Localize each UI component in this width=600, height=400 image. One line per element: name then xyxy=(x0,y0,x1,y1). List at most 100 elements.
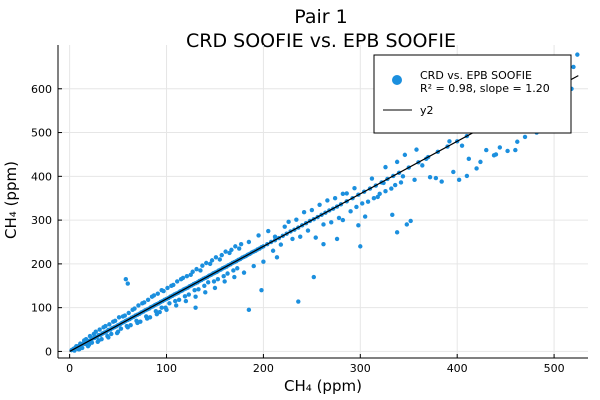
data-point xyxy=(352,185,357,191)
data-point xyxy=(259,287,264,293)
data-point xyxy=(313,235,318,240)
data-point xyxy=(184,273,190,279)
y-tick-label: 600 xyxy=(31,83,52,96)
data-point xyxy=(459,143,465,148)
data-point xyxy=(278,242,284,247)
data-point xyxy=(204,260,209,266)
x-tick-label: 0 xyxy=(66,362,73,375)
data-point xyxy=(246,239,252,245)
data-point xyxy=(125,281,130,286)
data-point xyxy=(266,228,271,234)
data-point xyxy=(478,159,483,165)
data-point xyxy=(233,244,238,249)
data-point xyxy=(358,244,363,249)
data-point xyxy=(229,247,234,253)
data-point xyxy=(232,274,237,280)
data-point xyxy=(392,182,398,188)
data-point xyxy=(231,268,236,273)
data-point xyxy=(383,164,388,170)
data-point xyxy=(272,234,278,239)
data-point xyxy=(213,255,219,260)
data-point xyxy=(484,147,489,153)
data-point xyxy=(171,282,176,288)
data-point xyxy=(132,306,137,311)
data-point xyxy=(174,303,179,308)
data-point xyxy=(202,283,207,288)
chart-title: Pair 1 xyxy=(294,6,347,28)
x-tick-label: 200 xyxy=(253,362,274,375)
data-point xyxy=(408,218,413,224)
data-point xyxy=(122,313,128,318)
data-point xyxy=(221,273,226,279)
x-axis-label: CH₄ (ppm) xyxy=(284,377,362,395)
data-point xyxy=(290,236,295,242)
data-point xyxy=(105,333,110,339)
data-point xyxy=(134,318,139,323)
data-point xyxy=(225,271,230,276)
data-point xyxy=(217,257,223,262)
data-point xyxy=(515,139,520,144)
data-point xyxy=(80,345,85,351)
data-point xyxy=(238,241,244,247)
data-point xyxy=(332,196,338,201)
data-point xyxy=(466,156,472,162)
data-point xyxy=(394,230,400,235)
data-point xyxy=(360,201,365,206)
data-point xyxy=(321,241,326,247)
data-point xyxy=(173,298,178,304)
data-point xyxy=(311,274,316,280)
legend-scatter-marker xyxy=(392,75,402,85)
data-point xyxy=(246,307,252,313)
data-point xyxy=(497,145,503,150)
data-point xyxy=(505,148,510,154)
data-point xyxy=(274,255,280,260)
data-point xyxy=(390,212,395,218)
data-point xyxy=(317,202,322,207)
data-point xyxy=(76,347,81,352)
chart-subtitle: CRD SOOFIE vs. EPB SOOFIE xyxy=(186,30,456,52)
data-point xyxy=(340,191,346,197)
data-point xyxy=(192,287,197,293)
data-point xyxy=(301,210,307,215)
data-point xyxy=(151,293,157,298)
data-point xyxy=(143,314,149,319)
data-point xyxy=(155,291,160,296)
data-point xyxy=(256,233,261,238)
data-point xyxy=(161,288,166,294)
data-point xyxy=(427,175,433,180)
data-point xyxy=(298,234,303,239)
data-point xyxy=(176,297,182,302)
data-point xyxy=(157,309,162,315)
data-point xyxy=(389,186,394,191)
legend-series-label: CRD vs. EPB SOOFIE xyxy=(420,69,532,82)
data-point xyxy=(296,299,301,304)
data-point xyxy=(456,177,462,183)
data-point xyxy=(198,268,203,273)
data-point xyxy=(83,336,89,342)
data-point xyxy=(87,333,93,339)
data-point xyxy=(103,323,108,329)
data-point xyxy=(207,261,213,267)
data-point xyxy=(493,152,499,157)
data-point xyxy=(107,322,112,327)
data-point xyxy=(404,222,410,227)
y-tick-label: 0 xyxy=(45,345,52,358)
data-point xyxy=(136,303,141,308)
data-point xyxy=(348,209,353,214)
data-point xyxy=(112,318,118,323)
data-point xyxy=(251,263,256,269)
data-point xyxy=(126,310,131,316)
data-point xyxy=(447,139,452,144)
data-point xyxy=(398,180,404,185)
data-point xyxy=(145,297,151,302)
data-point xyxy=(309,207,315,213)
data-point xyxy=(212,285,218,291)
data-point xyxy=(321,222,326,227)
legend-series-stats: R² = 0.98, slope = 1.20 xyxy=(420,82,550,95)
y-tick-label: 200 xyxy=(31,258,52,271)
x-tick-label: 500 xyxy=(544,362,565,375)
legend-line-label: y2 xyxy=(420,104,434,117)
data-point xyxy=(182,294,188,299)
data-point xyxy=(241,270,247,275)
data-point xyxy=(513,147,518,153)
